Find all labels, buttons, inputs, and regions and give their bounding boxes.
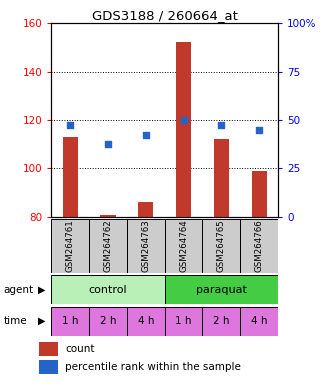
Bar: [39, 342, 59, 356]
Text: GSM264764: GSM264764: [179, 219, 188, 272]
Bar: [240, 219, 278, 273]
Bar: [240, 307, 278, 336]
Bar: [127, 307, 165, 336]
Text: 1 h: 1 h: [175, 316, 192, 326]
Text: count: count: [66, 344, 95, 354]
Text: 1 h: 1 h: [62, 316, 78, 326]
Bar: [214, 139, 229, 217]
Point: [105, 141, 111, 147]
Text: 2 h: 2 h: [100, 316, 116, 326]
Text: 4 h: 4 h: [137, 316, 154, 326]
Text: time: time: [3, 316, 27, 326]
Text: percentile rank within the sample: percentile rank within the sample: [66, 362, 241, 372]
Point: [257, 127, 262, 133]
Text: GSM264763: GSM264763: [141, 219, 150, 272]
Text: control: control: [89, 285, 127, 295]
Point: [143, 131, 148, 137]
Bar: [127, 219, 165, 273]
Bar: [51, 307, 89, 336]
Text: paraquat: paraquat: [196, 285, 247, 295]
Bar: [252, 171, 267, 217]
Bar: [203, 219, 240, 273]
Bar: [89, 219, 127, 273]
Point: [219, 122, 224, 128]
Bar: [165, 307, 203, 336]
Bar: [165, 275, 278, 304]
Text: GSM264766: GSM264766: [255, 219, 264, 272]
Bar: [138, 202, 153, 217]
Point: [68, 122, 73, 128]
Text: GSM264765: GSM264765: [217, 219, 226, 272]
Point: [181, 117, 186, 123]
Text: 4 h: 4 h: [251, 316, 267, 326]
Text: GSM264762: GSM264762: [104, 219, 113, 272]
Bar: [51, 275, 165, 304]
Title: GDS3188 / 260664_at: GDS3188 / 260664_at: [92, 9, 238, 22]
Bar: [165, 219, 203, 273]
Bar: [63, 137, 78, 217]
Text: ▶: ▶: [38, 285, 45, 295]
Bar: [203, 307, 240, 336]
Text: GSM264761: GSM264761: [66, 219, 75, 272]
Bar: [89, 307, 127, 336]
Text: ▶: ▶: [38, 316, 45, 326]
Bar: [39, 360, 59, 374]
Text: 2 h: 2 h: [213, 316, 230, 326]
Bar: [100, 215, 116, 217]
Text: agent: agent: [3, 285, 33, 295]
Bar: [176, 43, 191, 217]
Bar: [51, 219, 89, 273]
